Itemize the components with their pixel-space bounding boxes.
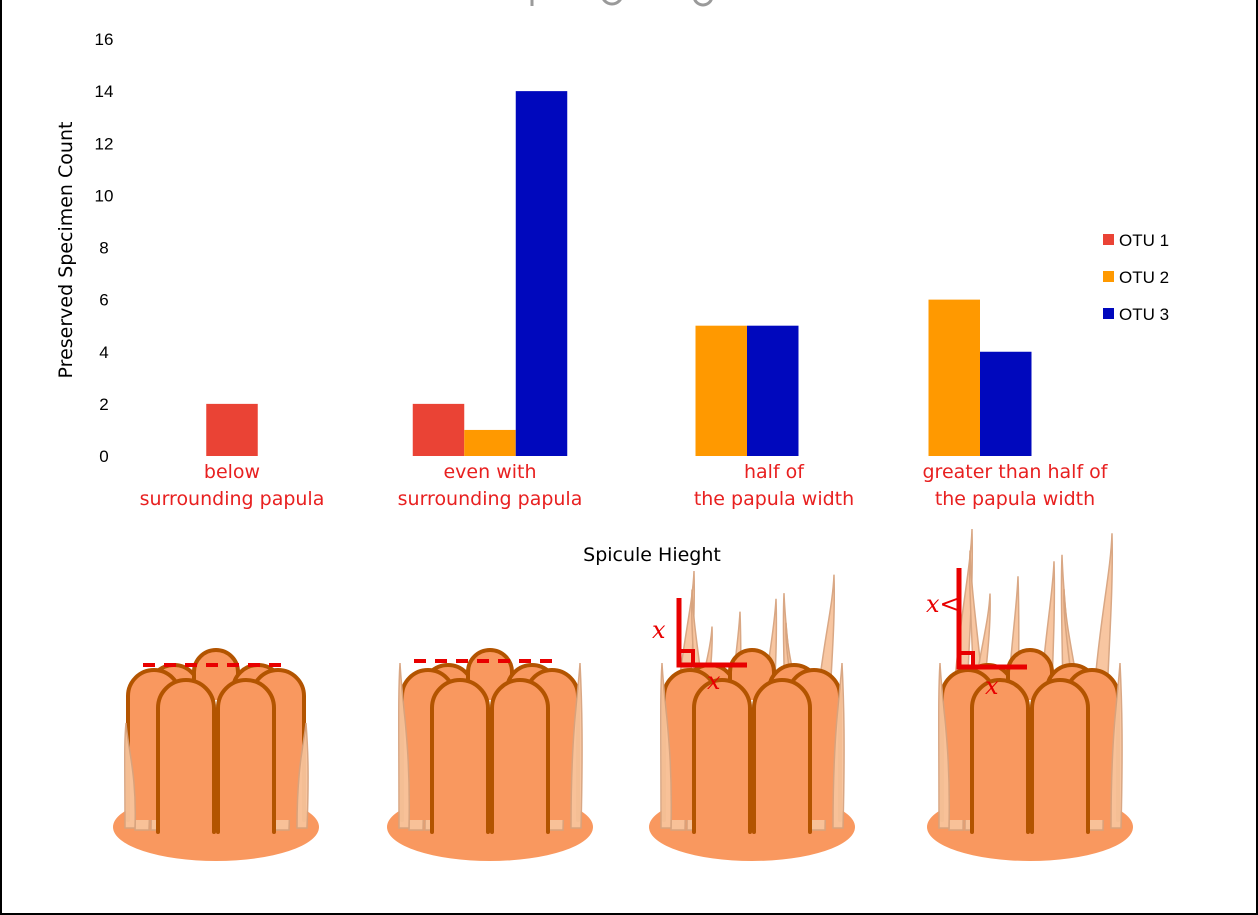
- category-label: half of: [744, 461, 805, 483]
- spicule: [1110, 662, 1123, 829]
- papula-lobe: [216, 678, 276, 834]
- papula-lobe: [430, 678, 490, 834]
- illustrations: x x x< x: [113, 528, 1133, 861]
- papula-lobe: [970, 678, 1030, 834]
- measure-label: x: [985, 672, 999, 700]
- category-label: the papula width: [935, 488, 1095, 510]
- bar-otu-2-cat4: [928, 299, 980, 456]
- bars: [206, 91, 1032, 456]
- bar-otu-1-cat2: [412, 403, 465, 456]
- category-label: greater than half of: [923, 461, 1109, 483]
- bar-otu-2-cat3: [695, 325, 747, 456]
- y-tick-label: 4: [99, 343, 108, 362]
- measure-label: x<: [926, 590, 960, 618]
- right-angle-marker: [959, 651, 975, 667]
- y-tick-label: 12: [95, 134, 114, 153]
- spicule: [938, 662, 951, 829]
- guide-angle: [956, 568, 1027, 670]
- spicule: [570, 662, 583, 829]
- illustration-panel-3: [649, 570, 855, 861]
- bar-otu-1-cat1: [206, 403, 258, 456]
- y-axis-title: Preserved Specimen Count: [55, 122, 77, 379]
- category-label: below: [204, 461, 260, 483]
- spicule: [124, 722, 137, 829]
- y-tick-label: 16: [95, 30, 114, 49]
- y-tick-label: 10: [95, 186, 114, 205]
- y-axis: 0 2 4 6 8 10 12 14 16: [95, 30, 114, 466]
- legend-swatch: [1103, 271, 1114, 282]
- bar-otu-3-cat3: [747, 325, 799, 456]
- measure-label: x: [652, 616, 666, 644]
- spicule: [832, 662, 845, 829]
- title-fragment: [530, 0, 713, 7]
- y-tick-label: 14: [95, 82, 114, 101]
- category-labels: below surrounding papula even with surround…: [140, 461, 1109, 510]
- spicule: [398, 662, 411, 829]
- papula-lobe: [1030, 678, 1090, 834]
- guide-angle: [676, 598, 747, 668]
- legend-label: OTU 2: [1119, 268, 1169, 287]
- legend-swatch: [1103, 308, 1114, 319]
- x-axis-title: Spicule Hieght: [583, 544, 721, 566]
- legend: OTU 1 OTU 2 OTU 3: [1103, 231, 1169, 324]
- y-tick-label: 2: [99, 395, 108, 414]
- right-angle-marker: [679, 649, 695, 665]
- spicule: [296, 722, 309, 829]
- bar-otu-2-cat2: [464, 429, 516, 456]
- legend-label: OTU 3: [1119, 305, 1169, 324]
- papula-lobe: [490, 678, 550, 834]
- bar-otu-3-cat4: [980, 351, 1032, 456]
- legend-label: OTU 1: [1119, 231, 1169, 250]
- y-tick-label: 8: [99, 239, 108, 258]
- papula-lobe: [156, 678, 216, 834]
- illustration-panel-4: [927, 528, 1133, 861]
- illustration-panel-2: [387, 648, 593, 861]
- category-label: even with: [443, 461, 536, 483]
- spicule: [660, 662, 673, 829]
- y-tick-label: 6: [99, 291, 108, 310]
- measure-label: x: [707, 667, 721, 695]
- category-label: surrounding papula: [140, 488, 325, 510]
- papula-lobe: [692, 678, 752, 834]
- papula-lobe: [752, 678, 812, 834]
- category-label: surrounding papula: [398, 488, 583, 510]
- y-tick-label: 0: [99, 447, 108, 466]
- category-label: the papula width: [694, 488, 854, 510]
- illustration-panel-1: [113, 648, 319, 861]
- legend-swatch: [1103, 234, 1114, 245]
- bar-otu-3-cat2: [515, 91, 568, 456]
